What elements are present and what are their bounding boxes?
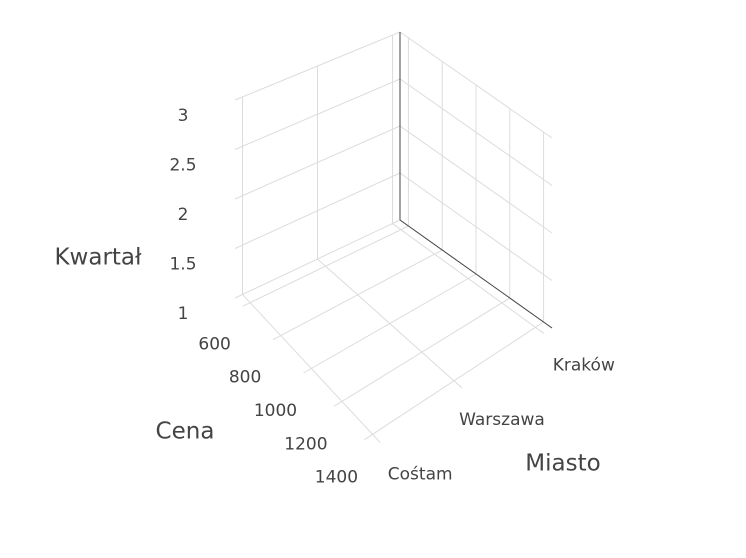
x-tick-label: Cośtam <box>388 465 453 485</box>
y-tick-label: 1400 <box>315 468 358 488</box>
y-tick-label: 600 <box>198 334 230 354</box>
z-axis-title: Kwartał <box>54 245 142 271</box>
axis-line <box>399 219 553 329</box>
z-tick-label: 2.5 <box>169 156 196 176</box>
y-tick-label: 1000 <box>254 401 297 421</box>
grid-line <box>364 321 544 441</box>
y-axis-title: Cena <box>156 419 215 445</box>
grid-line <box>234 172 401 249</box>
z-tick-label: 1.5 <box>169 255 196 275</box>
grid-line <box>399 31 553 139</box>
z-tick-label: 1 <box>178 304 189 324</box>
x-tick-label: Warszawa <box>459 410 545 430</box>
grid-line <box>399 172 553 281</box>
grid-line <box>399 78 553 186</box>
z-tick-label: 2 <box>178 205 189 225</box>
x-axis-title: Miasto <box>525 451 600 477</box>
x-tick-label: Kraków <box>553 355 615 375</box>
y-tick-label: 1200 <box>284 434 327 454</box>
z-tick-label: 3 <box>178 106 189 126</box>
grid-line <box>234 31 401 101</box>
grid-line <box>303 273 477 374</box>
grid-line <box>242 225 409 307</box>
grid-line <box>234 78 401 150</box>
grid-line <box>399 125 553 234</box>
grid-line <box>234 219 401 299</box>
grid-line <box>333 297 511 407</box>
y-tick-label: 800 <box>229 368 261 388</box>
grid-line <box>272 249 443 341</box>
grid-line <box>234 125 401 200</box>
